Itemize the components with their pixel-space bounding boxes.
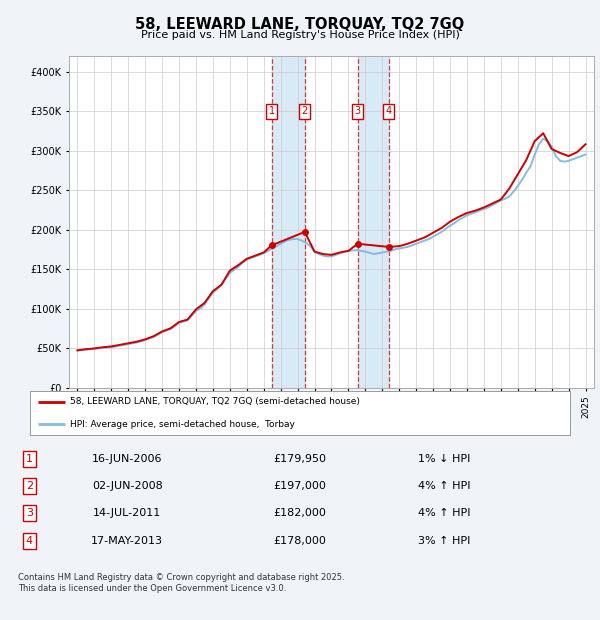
Text: 4% ↑ HPI: 4% ↑ HPI: [418, 508, 470, 518]
Text: 4% ↑ HPI: 4% ↑ HPI: [418, 481, 470, 491]
Text: 2: 2: [302, 106, 308, 116]
Text: 02-JUN-2008: 02-JUN-2008: [92, 481, 163, 491]
Text: 1: 1: [268, 106, 275, 116]
Text: 17-MAY-2013: 17-MAY-2013: [91, 536, 163, 546]
Text: 1% ↓ HPI: 1% ↓ HPI: [418, 454, 470, 464]
Text: 14-JUL-2011: 14-JUL-2011: [93, 508, 161, 518]
Text: 3% ↑ HPI: 3% ↑ HPI: [418, 536, 470, 546]
Text: 4: 4: [26, 536, 33, 546]
Text: £197,000: £197,000: [274, 481, 326, 491]
Text: 58, LEEWARD LANE, TORQUAY, TQ2 7GQ (semi-detached house): 58, LEEWARD LANE, TORQUAY, TQ2 7GQ (semi…: [71, 397, 361, 406]
Text: £178,000: £178,000: [274, 536, 326, 546]
Bar: [272, 56, 305, 388]
Text: 16-JUN-2006: 16-JUN-2006: [92, 454, 163, 464]
Bar: [358, 56, 389, 388]
Text: £182,000: £182,000: [274, 508, 326, 518]
Text: HPI: Average price, semi-detached house,  Torbay: HPI: Average price, semi-detached house,…: [71, 420, 295, 428]
Text: 3: 3: [26, 508, 33, 518]
Text: 2: 2: [26, 481, 33, 491]
Text: £179,950: £179,950: [274, 454, 326, 464]
Text: 58, LEEWARD LANE, TORQUAY, TQ2 7GQ: 58, LEEWARD LANE, TORQUAY, TQ2 7GQ: [136, 17, 464, 32]
Text: Price paid vs. HM Land Registry's House Price Index (HPI): Price paid vs. HM Land Registry's House …: [140, 30, 460, 40]
Text: 4: 4: [386, 106, 392, 116]
Text: 1: 1: [26, 454, 33, 464]
Text: Contains HM Land Registry data © Crown copyright and database right 2025.
This d: Contains HM Land Registry data © Crown c…: [18, 574, 344, 593]
Text: 3: 3: [355, 106, 361, 116]
